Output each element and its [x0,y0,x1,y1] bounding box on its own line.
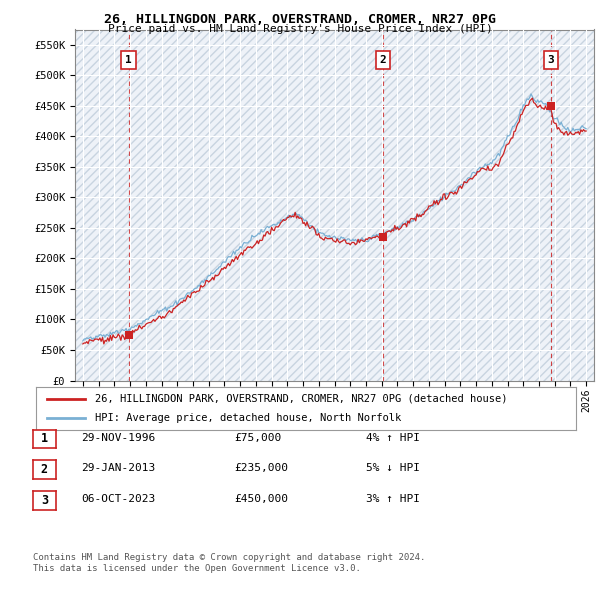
Text: 3: 3 [41,494,48,507]
Text: 5% ↓ HPI: 5% ↓ HPI [366,464,420,473]
Text: 29-NOV-1996: 29-NOV-1996 [81,433,155,442]
Text: 2: 2 [41,463,48,476]
Text: HPI: Average price, detached house, North Norfolk: HPI: Average price, detached house, Nort… [95,413,401,423]
Text: 3% ↑ HPI: 3% ↑ HPI [366,494,420,504]
Text: 1: 1 [41,432,48,445]
Text: £450,000: £450,000 [234,494,288,504]
Text: 2: 2 [380,55,386,65]
Text: £75,000: £75,000 [234,433,281,442]
Text: 1: 1 [125,55,132,65]
Bar [75,30,594,381]
Text: 26, HILLINGDON PARK, OVERSTRAND, CROMER, NR27 0PG (detached house): 26, HILLINGDON PARK, OVERSTRAND, CROMER,… [95,394,508,404]
Text: Contains HM Land Registry data © Crown copyright and database right 2024.
This d: Contains HM Land Registry data © Crown c… [33,553,425,573]
Text: 3: 3 [548,55,554,65]
Text: 29-JAN-2013: 29-JAN-2013 [81,464,155,473]
Text: Price paid vs. HM Land Registry's House Price Index (HPI): Price paid vs. HM Land Registry's House … [107,24,493,34]
Text: 26, HILLINGDON PARK, OVERSTRAND, CROMER, NR27 0PG: 26, HILLINGDON PARK, OVERSTRAND, CROMER,… [104,13,496,26]
Text: 06-OCT-2023: 06-OCT-2023 [81,494,155,504]
Text: £235,000: £235,000 [234,464,288,473]
Text: 4% ↑ HPI: 4% ↑ HPI [366,433,420,442]
